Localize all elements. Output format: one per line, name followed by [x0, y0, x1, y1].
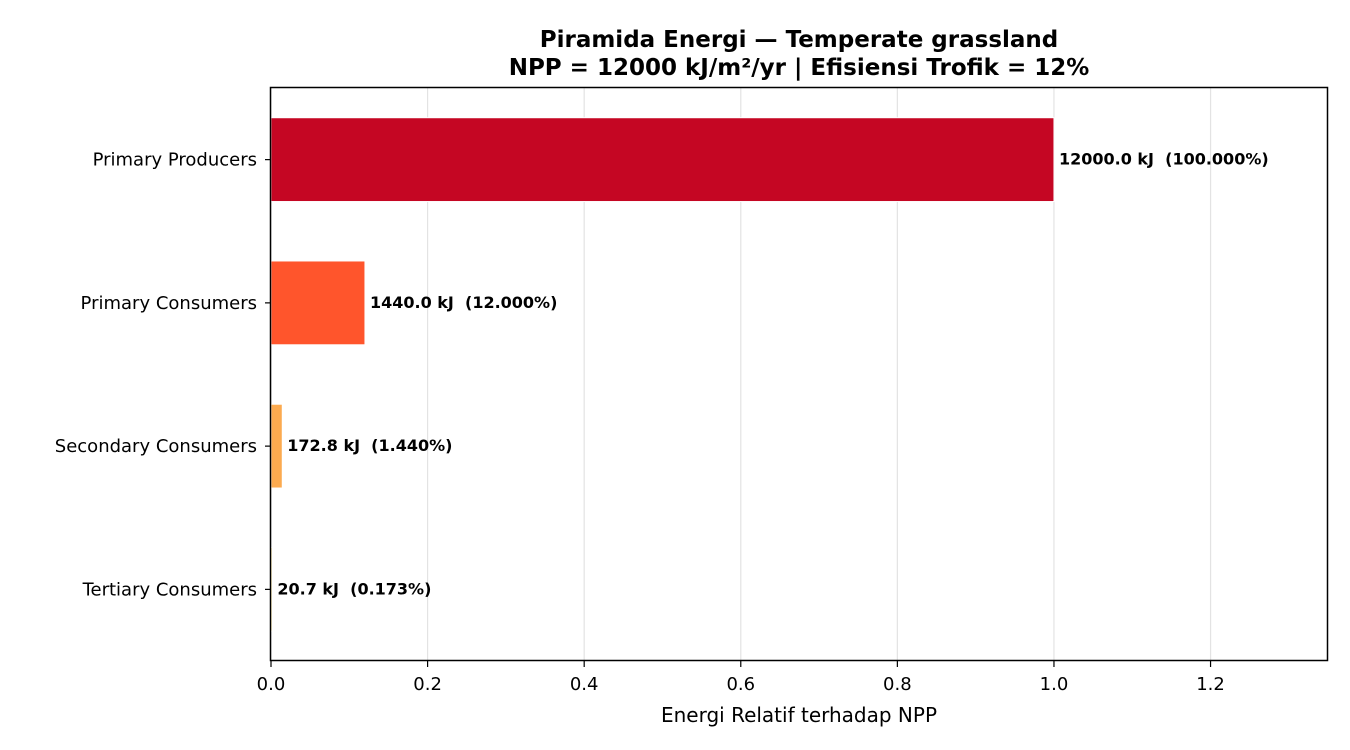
x-tick-label: 0.8 — [883, 674, 912, 695]
y-tick-label: Primary Consumers — [81, 293, 257, 314]
y-axis-ticks: Primary Producers Primary Consumers Second… — [55, 150, 271, 600]
x-tick-label: 0.0 — [257, 674, 286, 695]
chart-subtitle: NPP = 12000 kJ/m²/yr | Efisiensi Trofik … — [509, 55, 1090, 81]
plot-frame — [269, 86, 1329, 662]
x-axis-ticks: 0.0 0.2 0.4 0.6 0.8 1.0 1.2 — [257, 661, 1225, 695]
bar — [270, 403, 283, 489]
x-tick-label: 0.6 — [726, 674, 755, 695]
data-label: 172.8 kJ (1.440%) — [287, 436, 452, 455]
x-tick-label: 0.4 — [570, 674, 599, 695]
chart-title: Piramida Energi — Temperate grassland — [540, 27, 1059, 53]
bars — [270, 117, 1055, 632]
x-axis-label: Energi Relatif terhadap NPP — [661, 703, 937, 727]
bar — [270, 117, 1055, 203]
y-tick-label: Tertiary Consumers — [82, 579, 257, 600]
x-tick-label: 1.2 — [1196, 674, 1225, 695]
data-labels: 12000.0 kJ (100.000%) 1440.0 kJ (12.000%)… — [277, 150, 1268, 599]
data-label: 20.7 kJ (0.173%) — [277, 579, 431, 598]
x-tick-label: 0.2 — [413, 674, 442, 695]
x-tick-label: 1.0 — [1040, 674, 1069, 695]
y-tick-label: Secondary Consumers — [55, 436, 257, 457]
y-tick-label: Primary Producers — [93, 150, 257, 171]
data-label: 12000.0 kJ (100.000%) — [1059, 150, 1269, 169]
data-label: 1440.0 kJ (12.000%) — [370, 293, 557, 312]
bar — [270, 260, 366, 346]
